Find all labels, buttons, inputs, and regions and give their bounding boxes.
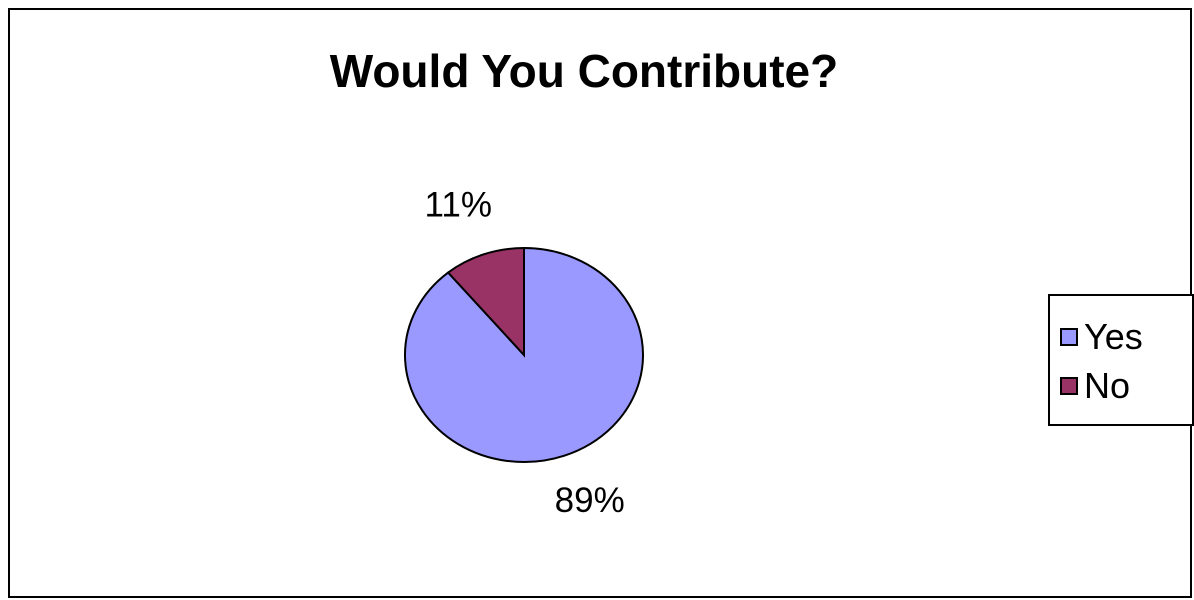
legend-swatch-yes (1060, 328, 1078, 346)
pie-chart: 89% 11% (404, 186, 644, 520)
legend-label-no: No (1084, 365, 1131, 406)
pie-label-yes: 89% (555, 481, 625, 520)
pie-labels: 89% 11% (425, 186, 625, 520)
legend-item-no: No (1060, 364, 1130, 408)
legend: Yes No (1048, 294, 1194, 426)
chart-frame: Would You Contribute? 89% 11% Yes No (8, 8, 1194, 598)
legend-label-yes: Yes (1084, 316, 1143, 357)
pie-slices (404, 246, 644, 463)
pie-slice-no (446, 246, 525, 358)
legend-item-yes: Yes (1060, 315, 1143, 359)
chart-title: Would You Contribute? (329, 45, 839, 97)
pie-label-no: 11% (425, 186, 492, 225)
legend-swatch-no (1060, 377, 1078, 395)
